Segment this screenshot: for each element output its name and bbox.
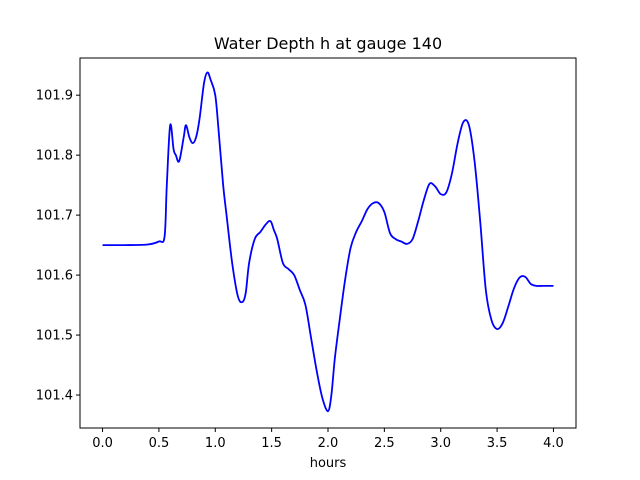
x-tick-label: 4.0 bbox=[543, 436, 564, 451]
y-tick-label: 101.4 bbox=[36, 389, 73, 404]
y-tick-label: 101.9 bbox=[36, 89, 73, 104]
x-axis-label: hours bbox=[310, 456, 347, 471]
x-tick-label: 3.5 bbox=[487, 436, 508, 451]
y-tick-label: 101.6 bbox=[36, 269, 73, 284]
y-axis: 101.4 101.5 101.6 101.7 101.8 101.9 bbox=[36, 89, 80, 404]
x-tick-label: 2.0 bbox=[318, 436, 339, 451]
x-tick-label: 0.5 bbox=[149, 436, 170, 451]
x-tick-label: 1.5 bbox=[261, 436, 282, 451]
x-tick-label: 0.0 bbox=[92, 436, 113, 451]
chart-title: Water Depth h at gauge 140 bbox=[214, 34, 442, 53]
x-axis: 0.0 0.5 1.0 1.5 2.0 2.5 3.0 3.5 4.0 bbox=[92, 428, 564, 451]
series-line bbox=[102, 71, 554, 413]
y-tick-label: 101.8 bbox=[36, 149, 73, 164]
y-tick-label: 101.5 bbox=[36, 329, 73, 344]
y-tick-label: 101.7 bbox=[36, 209, 73, 224]
x-tick-label: 3.0 bbox=[430, 436, 451, 451]
x-tick-label: 1.0 bbox=[205, 436, 226, 451]
x-tick-label: 2.5 bbox=[374, 436, 395, 451]
